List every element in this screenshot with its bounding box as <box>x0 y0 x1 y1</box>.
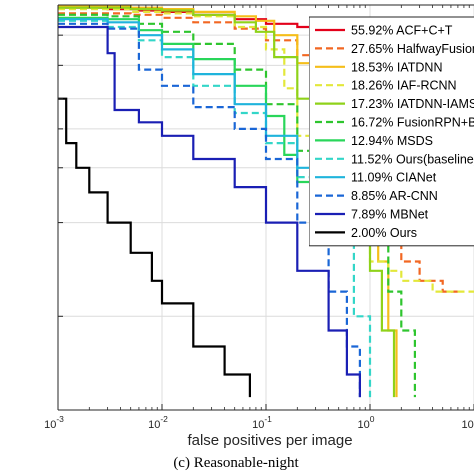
x-axis-label: false positives per image <box>187 432 352 449</box>
x-tick-label: 100 <box>358 414 375 431</box>
series-line <box>58 6 396 398</box>
legend-label: 16.72% FusionRPN+BF <box>351 116 474 130</box>
legend-label: 8.85% AR-CNN <box>351 189 438 203</box>
legend-label: 11.52% Ours(baseline) <box>351 152 474 166</box>
legend-label: 55.92% ACF+C+T <box>351 24 453 38</box>
x-tick-label: 101 <box>462 414 474 431</box>
legend: 55.92% ACF+C+T 27.65% HalfwayFusion 18.53%… <box>309 16 474 247</box>
axes: 10-3 10-2 10-1 100 101 <box>44 4 474 431</box>
series-line <box>58 97 251 398</box>
legend-label: 7.89% MBNet <box>351 208 429 222</box>
x-tick-label: 10-2 <box>148 414 168 431</box>
series-line <box>58 12 458 293</box>
chart-caption: (c) Reasonable-night <box>173 455 299 471</box>
legend-label: 11.09% CIANet <box>351 171 437 185</box>
series-line <box>58 25 361 398</box>
legend-label: 2.00% Ours <box>351 226 417 240</box>
x-tick-label: 10-1 <box>252 414 272 431</box>
legend-label: 18.26% IAF-RCNN <box>351 79 457 93</box>
legend-box <box>309 16 474 247</box>
x-tick-label: 10-3 <box>44 414 64 431</box>
legend-label: 18.53% IATDNN <box>351 60 442 74</box>
legend-label: 17.23% IATDNN-IAMSS <box>351 97 474 111</box>
legend-label: 27.65% HalfwayFusion <box>351 42 474 56</box>
legend-label: 12.94% MSDS <box>351 134 433 148</box>
series-line <box>58 22 361 398</box>
